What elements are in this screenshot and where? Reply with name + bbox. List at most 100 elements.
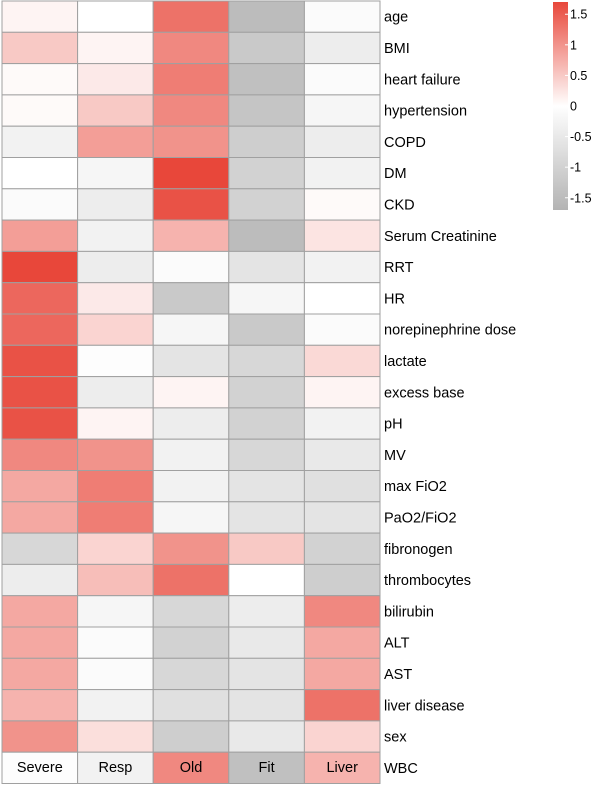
column-label: Resp	[98, 760, 132, 776]
row-label: BMI	[384, 41, 410, 57]
heatmap-cell	[1, 657, 79, 691]
heatmap-cell	[1, 501, 79, 534]
heatmap-cell	[228, 720, 305, 753]
heatmap-cell	[303, 0, 381, 33]
heatmap-cell	[77, 313, 154, 346]
heatmap-cell	[228, 501, 305, 534]
color-legend: 1.5 1 0.5 0 -0.5 -1 -1.5	[553, 2, 592, 210]
heatmap-cell	[303, 376, 381, 409]
heatmap-cell	[228, 626, 305, 659]
heatmap-cell	[77, 0, 154, 33]
heatmap-cell	[303, 344, 381, 378]
row-label: CKD	[384, 197, 415, 213]
heatmap-cell	[303, 563, 381, 597]
heatmap-cells	[1, 0, 381, 785]
heatmap-cell	[228, 563, 305, 597]
heatmap-cell	[303, 63, 381, 96]
heatmap-cell	[152, 188, 230, 221]
legend-tick-label: 0	[570, 100, 577, 114]
heatmap-cell	[77, 501, 154, 534]
heatmap-cell	[1, 470, 79, 503]
heatmap-cell	[77, 438, 154, 472]
row-label: max FiO2	[384, 479, 447, 495]
heatmap-cell	[1, 720, 79, 753]
row-label: hypertension	[384, 104, 467, 120]
row-label: lactate	[384, 354, 427, 370]
legend-tick-label: 0.5	[570, 69, 587, 83]
heatmap-cell	[1, 63, 79, 96]
heatmap-cell	[77, 125, 154, 158]
heatmap-cell	[303, 532, 381, 565]
heatmap-cell	[228, 63, 305, 96]
heatmap-cell	[77, 250, 154, 284]
heatmap-cell	[152, 689, 230, 722]
heatmap-cell	[228, 532, 305, 565]
heatmap-cell	[152, 501, 230, 534]
row-label: AST	[384, 667, 412, 683]
legend-tick-label: 1.5	[570, 8, 587, 22]
heatmap-cell	[152, 438, 230, 472]
heatmap-cell	[303, 219, 381, 252]
heatmap-cell	[1, 563, 79, 597]
heatmap-cell	[77, 282, 154, 315]
heatmap-cell	[77, 407, 154, 440]
row-label: MV	[384, 448, 406, 464]
heatmap-cell	[228, 657, 305, 691]
legend-tick-label: -1	[570, 161, 581, 175]
heatmap-cell	[1, 94, 79, 127]
heatmap-cell	[152, 125, 230, 158]
heatmap-cell	[77, 751, 154, 785]
legend-color-bar	[553, 2, 568, 210]
row-label: pH	[384, 417, 403, 433]
heatmap-cell	[1, 595, 79, 628]
heatmap-cell	[228, 125, 305, 158]
row-labels: age BMI heart failure hypertension COPD DM CKD…	[384, 10, 516, 777]
heatmap-cell	[303, 689, 381, 722]
heatmap-cell	[303, 720, 381, 753]
heatmap-cell	[228, 250, 305, 284]
heatmap-cell	[152, 0, 230, 33]
heatmap-cell	[303, 657, 381, 691]
row-label: RRT	[384, 260, 414, 276]
heatmap-cell	[303, 470, 381, 503]
heatmap-cell	[77, 94, 154, 127]
legend-tick-label: -1.5	[570, 191, 592, 205]
heatmap-cell	[1, 376, 79, 409]
heatmap-cell	[1, 0, 79, 33]
heatmap-cell	[152, 470, 230, 503]
heatmap-cell	[228, 282, 305, 315]
heatmap-cell	[1, 751, 79, 785]
heatmap-cell	[303, 157, 381, 190]
heatmap-cell	[303, 94, 381, 127]
heatmap-cell	[1, 407, 79, 440]
heatmap-cell	[152, 563, 230, 597]
heatmap-cell	[77, 31, 154, 65]
heatmap-cell	[303, 751, 381, 785]
heatmap-cell	[152, 250, 230, 284]
row-label: bilirubin	[384, 604, 434, 620]
legend-tick-label: -0.5	[570, 130, 592, 144]
heatmap-cell	[303, 438, 381, 472]
heatmap-cell	[152, 657, 230, 691]
row-label: ALT	[384, 636, 410, 652]
heatmap-cell	[228, 157, 305, 190]
row-label: sex	[384, 730, 407, 746]
heatmap-cell	[152, 313, 230, 346]
heatmap-cell	[228, 31, 305, 65]
heatmap-cell	[303, 282, 381, 315]
heatmap-cell	[152, 282, 230, 315]
heatmap-cell	[303, 250, 381, 284]
row-label: HR	[384, 291, 405, 307]
heatmap-cell	[228, 470, 305, 503]
heatmap-cell	[152, 751, 230, 785]
row-label: norepinephrine dose	[384, 323, 516, 339]
row-label: WBC	[384, 761, 418, 777]
column-label: Old	[180, 760, 203, 776]
heatmap-cell	[1, 532, 79, 565]
heatmap-cell	[152, 376, 230, 409]
heatmap-cell	[303, 125, 381, 158]
heatmap-cell	[1, 31, 79, 65]
legend-ticks: 1.5 1 0.5 0 -0.5 -1 -1.5	[565, 8, 592, 205]
row-label: DM	[384, 166, 407, 182]
heatmap-cell	[152, 344, 230, 378]
